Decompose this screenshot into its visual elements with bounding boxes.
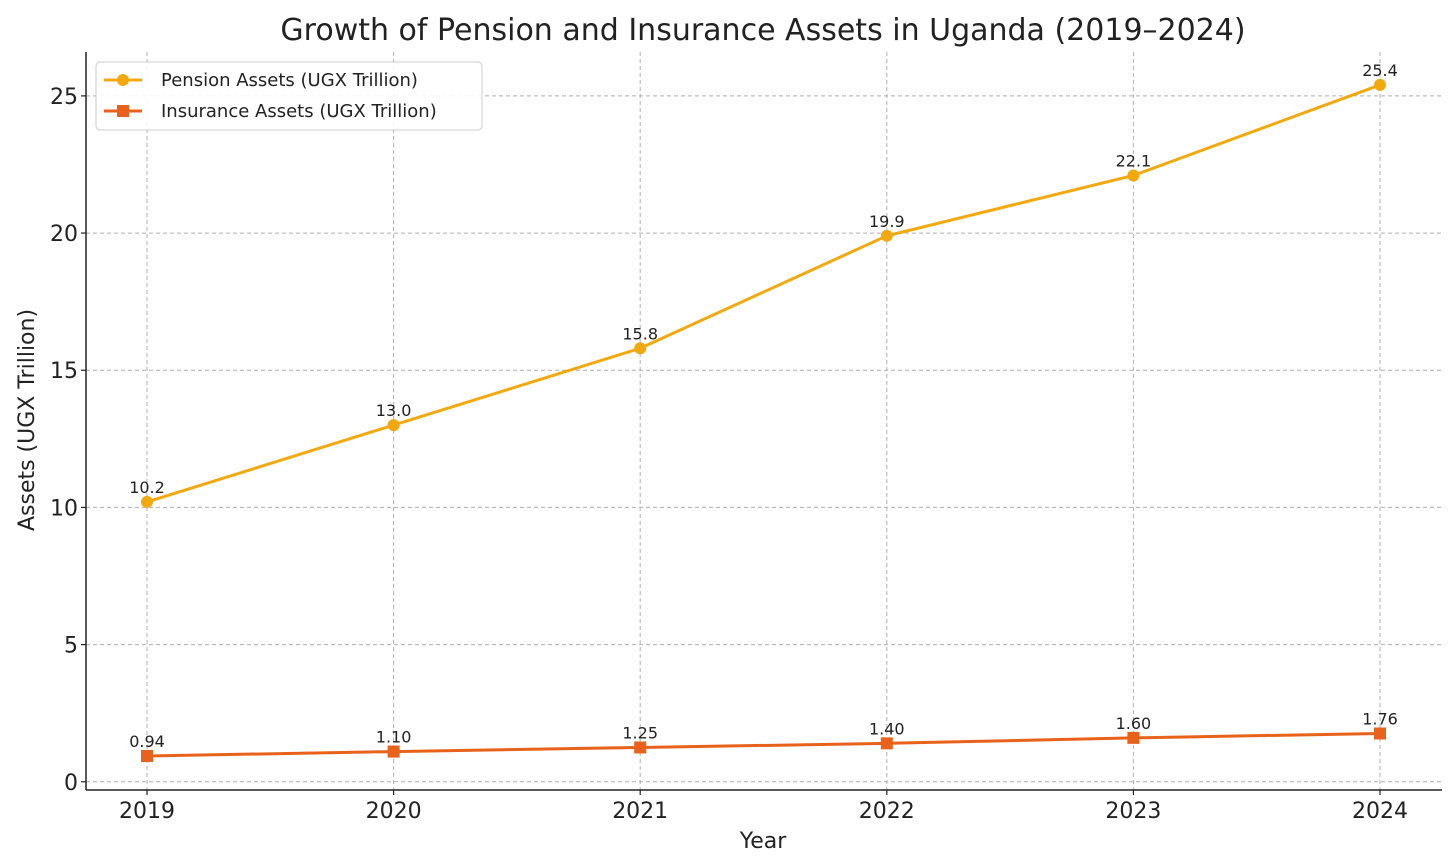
series-line xyxy=(146,731,1381,758)
chart-title: Growth of Pension and Insurance Assets i… xyxy=(280,13,1245,48)
series: 10.2 13.0 15.8 19.9 22.1 25.4 0.94 1.10 1.25 1.40… xyxy=(129,61,1398,762)
x-tick-label: 2024 xyxy=(1352,799,1408,824)
axes: 0 5 10 15 20 25 2019 2020 2021 2022 2023 2024 xyxy=(50,52,1442,824)
series-pension: 10.2 13.0 15.8 19.9 22.1 25.4 xyxy=(129,61,1398,508)
data-label: 19.9 xyxy=(869,212,905,231)
series-line xyxy=(146,83,1381,504)
data-point xyxy=(634,741,647,754)
data-label: 10.2 xyxy=(129,478,165,497)
x-axis-label: Year xyxy=(739,829,788,854)
y-tick-label: 15 xyxy=(50,359,78,384)
x-tick-label: 2019 xyxy=(119,799,175,824)
data-label: 1.10 xyxy=(376,728,412,747)
data-label: 1.25 xyxy=(622,723,658,742)
series-insurance: 0.94 1.10 1.25 1.40 1.60 1.76 xyxy=(129,709,1398,762)
data-point xyxy=(387,745,400,758)
data-label: 15.8 xyxy=(622,324,658,343)
x-tick-label: 2021 xyxy=(612,799,668,824)
data-label: 25.4 xyxy=(1362,61,1398,80)
data-point xyxy=(880,737,893,750)
legend-label: Insurance Assets (UGX Trillion) xyxy=(161,101,437,122)
x-tick-label: 2022 xyxy=(859,799,915,824)
x-tick-label: 2023 xyxy=(1105,799,1161,824)
legend-marker xyxy=(117,105,129,117)
legend-label: Pension Assets (UGX Trillion) xyxy=(161,70,418,91)
y-tick-label: 0 xyxy=(64,771,78,796)
y-tick-label: 10 xyxy=(50,496,78,521)
x-tick-label: 2020 xyxy=(366,799,422,824)
data-point xyxy=(1374,78,1386,91)
y-tick-label: 20 xyxy=(50,222,78,247)
data-label: 0.94 xyxy=(129,732,165,751)
data-label: 1.40 xyxy=(869,719,905,738)
data-point xyxy=(1127,169,1140,182)
y-tick-label: 5 xyxy=(64,634,78,659)
data-point xyxy=(141,495,153,508)
data-label: 13.0 xyxy=(376,401,412,420)
data-point xyxy=(141,749,153,762)
y-tick-label: 25 xyxy=(50,85,78,110)
data-point xyxy=(880,229,893,242)
data-label: 22.1 xyxy=(1116,151,1152,170)
data-point xyxy=(634,342,647,355)
y-axis-label: Assets (UGX Trillion) xyxy=(15,309,40,531)
legend: Pension Assets (UGX Trillion) Insurance A… xyxy=(95,61,483,131)
legend-item: Pension Assets (UGX Trillion) xyxy=(104,70,418,91)
data-label: 1.60 xyxy=(1116,714,1152,733)
data-point xyxy=(1127,731,1140,744)
legend-marker xyxy=(117,74,129,86)
data-point xyxy=(1374,727,1386,740)
legend-box xyxy=(95,61,483,131)
legend-item: Insurance Assets (UGX Trillion) xyxy=(104,101,437,122)
data-point xyxy=(387,419,400,432)
grid xyxy=(86,52,1442,790)
data-label: 1.76 xyxy=(1362,709,1398,728)
